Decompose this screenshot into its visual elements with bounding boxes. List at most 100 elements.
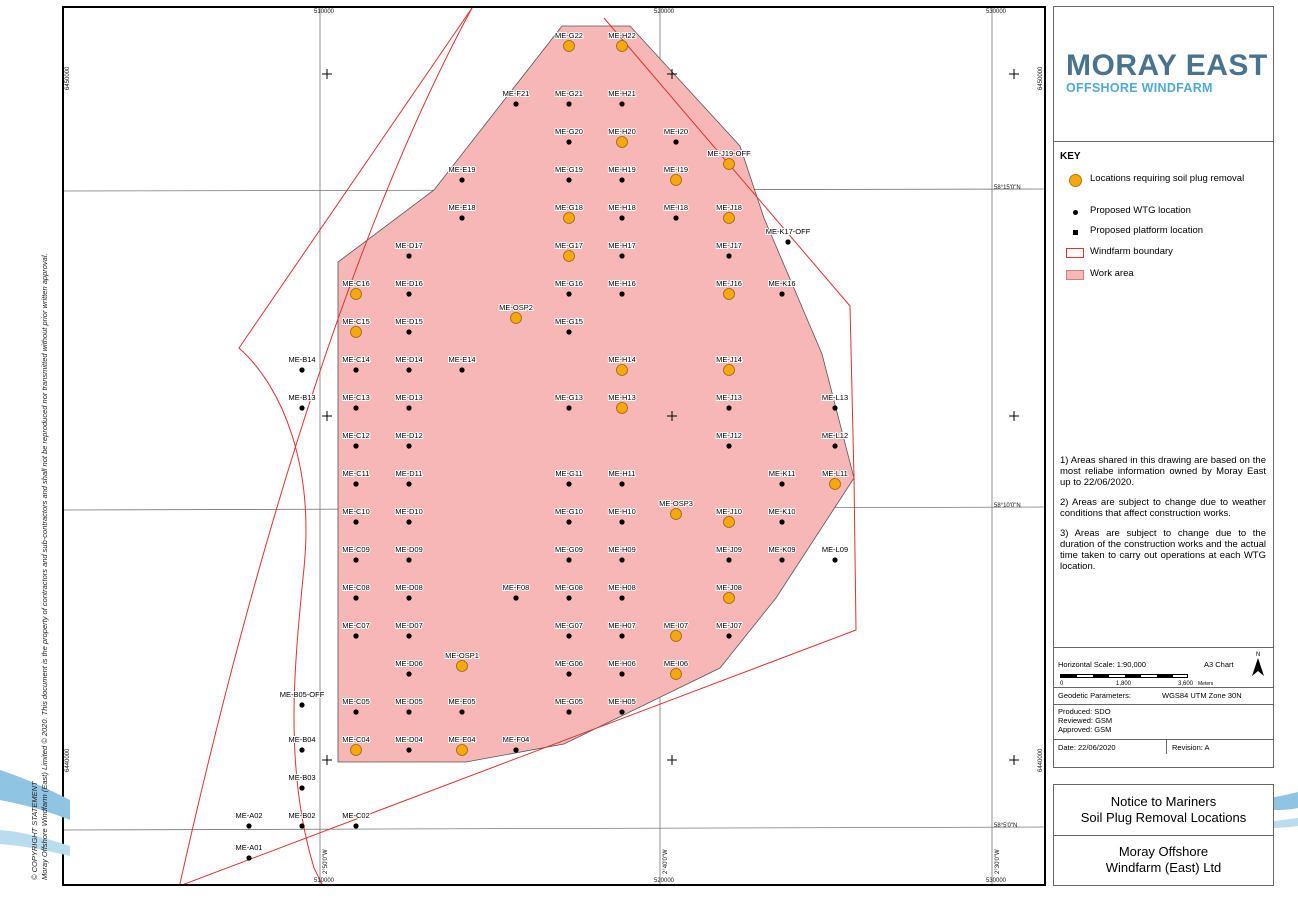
wtg-marker[interactable] [673,139,679,145]
wtg-marker[interactable] [566,519,572,525]
location-marker[interactable]: ME-D17 [394,240,424,259]
location-marker[interactable]: ME-G15 [554,316,584,335]
wtg-marker[interactable] [406,329,412,335]
wtg-marker[interactable] [779,519,785,525]
wtg-marker[interactable] [779,481,785,487]
location-marker[interactable]: ME-H22 [607,30,637,52]
wtg-marker[interactable] [353,823,359,829]
location-marker[interactable]: ME-G10 [554,506,584,525]
wtg-marker[interactable] [406,633,412,639]
location-marker[interactable]: ME-J08 [715,582,743,604]
location-marker[interactable]: ME-J18 [715,202,743,224]
location-marker[interactable]: ME-D14 [394,354,424,373]
soil-plug-marker[interactable] [350,288,362,300]
wtg-marker[interactable] [779,557,785,563]
location-marker[interactable]: ME-G22 [554,30,584,52]
soil-plug-marker[interactable] [563,212,575,224]
soil-plug-marker[interactable] [723,364,735,376]
location-marker[interactable]: ME-E14 [447,354,477,373]
wtg-marker[interactable] [299,747,305,753]
location-marker[interactable]: ME-B13 [287,392,317,411]
location-marker[interactable]: ME-E05 [447,696,477,715]
wtg-marker[interactable] [353,709,359,715]
location-marker[interactable]: ME-G16 [554,278,584,297]
wtg-marker[interactable] [726,557,732,563]
wtg-marker[interactable] [353,405,359,411]
location-marker[interactable]: ME-G05 [554,696,584,715]
location-marker[interactable]: ME-D10 [394,506,424,525]
location-marker[interactable]: ME-G09 [554,544,584,563]
wtg-marker[interactable] [406,709,412,715]
wtg-marker[interactable] [299,785,305,791]
location-marker[interactable]: ME-H13 [607,392,637,414]
location-marker[interactable]: ME-J13 [715,392,743,411]
wtg-marker[interactable] [406,405,412,411]
location-marker[interactable]: ME-C13 [341,392,371,411]
soil-plug-marker[interactable] [723,288,735,300]
location-marker[interactable]: ME-G19 [554,164,584,183]
location-marker[interactable]: ME-J12 [715,430,743,449]
location-marker[interactable]: ME-L13 [821,392,849,411]
location-marker[interactable]: ME-D09 [394,544,424,563]
location-marker[interactable]: ME-H07 [607,620,637,639]
soil-plug-marker[interactable] [350,326,362,338]
wtg-marker[interactable] [353,633,359,639]
wtg-marker[interactable] [566,101,572,107]
location-marker[interactable]: ME-C16 [341,278,371,300]
wtg-marker[interactable] [513,101,519,107]
location-marker[interactable]: ME-G21 [554,88,584,107]
soil-plug-marker[interactable] [563,40,575,52]
location-marker[interactable]: ME-K17-OFF [765,226,812,245]
soil-plug-marker[interactable] [616,40,628,52]
location-marker[interactable]: ME-H09 [607,544,637,563]
wtg-marker[interactable] [566,177,572,183]
soil-plug-marker[interactable] [563,250,575,262]
location-marker[interactable]: ME-J07 [715,620,743,639]
location-marker[interactable]: ME-J17 [715,240,743,259]
location-marker[interactable]: ME-J10 [715,506,743,528]
soil-plug-marker[interactable] [723,516,735,528]
location-marker[interactable]: ME-D04 [394,734,424,753]
location-marker[interactable]: ME-K16 [767,278,797,297]
location-marker[interactable]: ME-E04 [447,734,477,756]
location-marker[interactable]: ME-D16 [394,278,424,297]
location-marker[interactable]: ME-D06 [394,658,424,677]
wtg-marker[interactable] [353,557,359,563]
wtg-marker[interactable] [353,519,359,525]
wtg-marker[interactable] [513,747,519,753]
location-marker[interactable]: ME-L09 [821,544,849,563]
wtg-marker[interactable] [299,702,305,708]
wtg-marker[interactable] [619,101,625,107]
wtg-marker[interactable] [566,557,572,563]
wtg-marker[interactable] [566,291,572,297]
wtg-marker[interactable] [566,633,572,639]
location-marker[interactable]: ME-H20 [607,126,637,148]
location-marker[interactable]: ME-H14 [607,354,637,376]
wtg-marker[interactable] [406,443,412,449]
location-marker[interactable]: ME-H08 [607,582,637,601]
wtg-marker[interactable] [353,443,359,449]
wtg-marker[interactable] [566,595,572,601]
location-marker[interactable]: ME-D07 [394,620,424,639]
wtg-marker[interactable] [785,239,791,245]
location-marker[interactable]: ME-C12 [341,430,371,449]
soil-plug-marker[interactable] [670,668,682,680]
location-marker[interactable]: ME-A01 [234,842,264,861]
location-marker[interactable]: ME-OSP3 [658,498,694,520]
wtg-marker[interactable] [619,671,625,677]
location-marker[interactable]: ME-C08 [341,582,371,601]
location-marker[interactable]: ME-G18 [554,202,584,224]
location-marker[interactable]: ME-H16 [607,278,637,297]
soil-plug-marker[interactable] [616,402,628,414]
soil-plug-marker[interactable] [350,744,362,756]
location-marker[interactable]: ME-G08 [554,582,584,601]
soil-plug-marker[interactable] [670,630,682,642]
location-marker[interactable]: ME-K11 [768,468,796,487]
location-marker[interactable]: ME-D13 [394,392,424,411]
location-marker[interactable]: ME-H19 [607,164,637,183]
map-canvas[interactable]: ME-G22 ME-H22 ME-F21 ME-G21 ME-H21 ME-G20 ME-H… [64,8,1046,886]
wtg-marker[interactable] [299,367,305,373]
wtg-marker[interactable] [619,253,625,259]
location-marker[interactable]: ME-G07 [554,620,584,639]
location-marker[interactable]: ME-K10 [767,506,797,525]
